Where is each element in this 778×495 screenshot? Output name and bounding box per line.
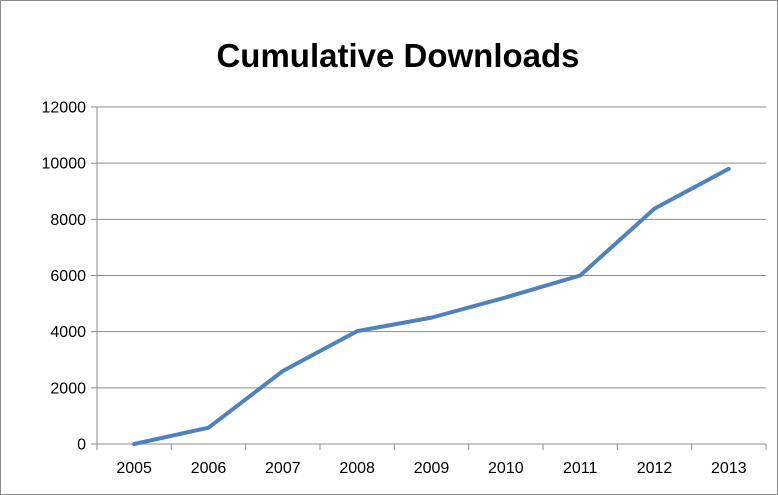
chart-title: Cumulative Downloads <box>216 37 579 74</box>
x-tick-labels: 2005 2006 2007 2008 2009 2010 2011 2012 2013 <box>116 460 746 477</box>
x-tick-label: 2013 <box>711 460 747 477</box>
axes <box>91 106 767 450</box>
x-tick-label: 2005 <box>116 460 152 477</box>
x-tick-label: 2007 <box>265 460 301 477</box>
y-tick-label: 0 <box>77 437 86 454</box>
y-tick-label: 10000 <box>42 156 87 173</box>
y-tick-label: 2000 <box>50 380 86 397</box>
series-line <box>132 166 731 446</box>
y-tick-label: 12000 <box>42 100 87 117</box>
x-tick-label: 2008 <box>339 460 375 477</box>
x-tick-label: 2011 <box>563 460 598 477</box>
y-tick-label: 6000 <box>50 268 86 285</box>
y-tick-label: 8000 <box>50 212 86 229</box>
x-tick-label: 2009 <box>414 460 450 477</box>
grid-lines <box>97 106 766 389</box>
series-layer <box>132 166 731 446</box>
x-tick-label: 2012 <box>637 460 673 477</box>
x-tick-label: 2010 <box>488 460 524 477</box>
x-tick-label: 2006 <box>191 460 227 477</box>
y-tick-label: 4000 <box>50 324 86 341</box>
y-tick-labels: 0 2000 4000 6000 8000 10000 12000 <box>42 100 87 454</box>
